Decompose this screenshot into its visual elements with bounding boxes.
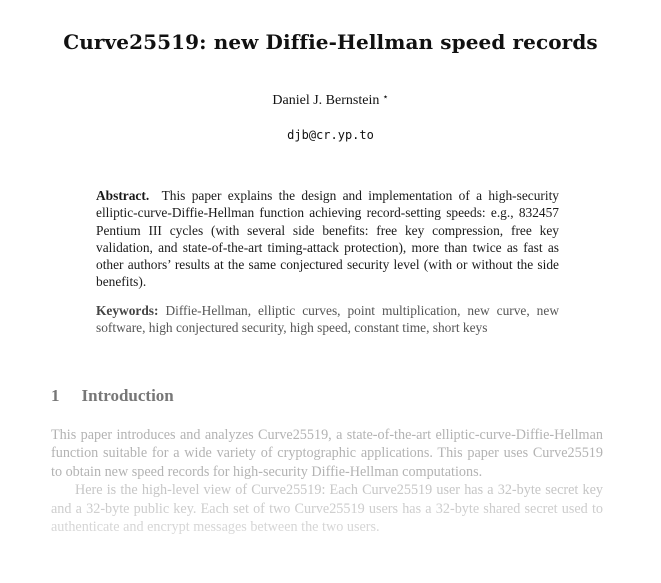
introduction-body: This paper introduces and analyzes Curve…: [51, 426, 603, 536]
paragraph: Here is the high-level view of Curve2551…: [51, 482, 603, 536]
paper-title: Curve25519: new Diffie-Hellman speed rec…: [63, 30, 598, 54]
author-email: djb@cr.yp.to: [287, 128, 374, 142]
author-line: Daniel J. Bernstein ⋆: [0, 92, 661, 109]
abstract-text: This paper explains the design and imple…: [96, 188, 559, 290]
abstract-label: Abstract.: [96, 188, 150, 203]
keywords-text: Diffie-Hellman, elliptic curves, point m…: [96, 303, 559, 336]
section-title: Introduction: [81, 386, 174, 405]
section-number: 1: [51, 386, 60, 405]
author-name: Daniel J. Bernstein: [272, 93, 380, 108]
author-footnote-mark: ⋆: [382, 92, 389, 103]
abstract: Abstract. This paper explains the design…: [96, 187, 559, 291]
keywords: Keywords: Diffie-Hellman, elliptic curve…: [96, 302, 559, 337]
keywords-label: Keywords:: [96, 303, 159, 318]
section-heading: 1 Introduction: [51, 386, 174, 406]
paragraph: This paper introduces and analyzes Curve…: [51, 427, 603, 480]
